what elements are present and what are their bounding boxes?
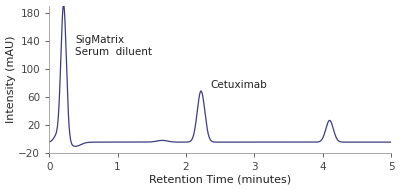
X-axis label: Retention Time (minutes): Retention Time (minutes) bbox=[149, 174, 291, 184]
Y-axis label: Intensity (mAU): Intensity (mAU) bbox=[6, 35, 16, 123]
Text: Cetuximab: Cetuximab bbox=[210, 80, 267, 90]
Text: SigMatrix
Serum  diluent: SigMatrix Serum diluent bbox=[75, 35, 152, 57]
